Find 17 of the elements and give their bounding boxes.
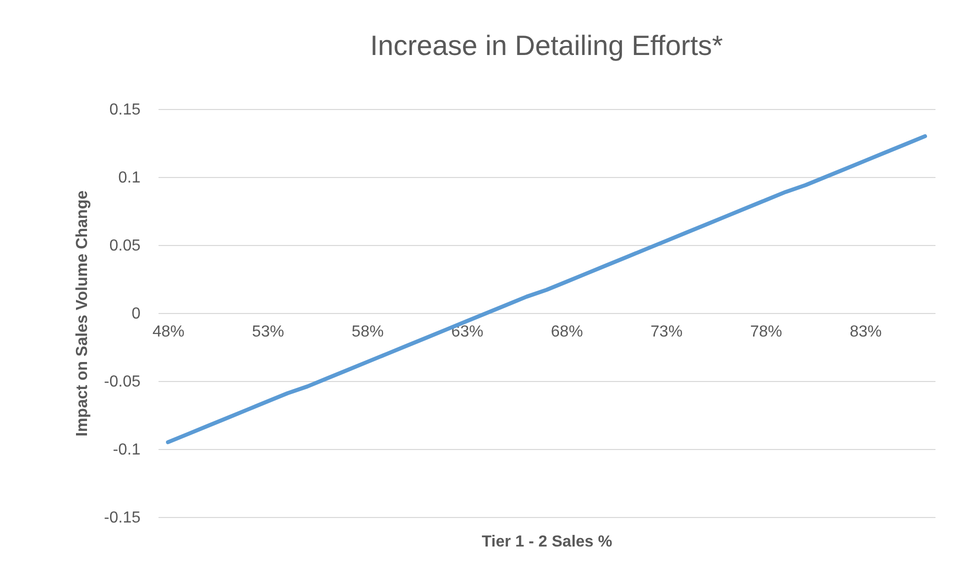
y-axis-title: Impact on Sales Volume Change: [74, 190, 92, 436]
x-tick-label: 68%: [550, 324, 583, 340]
x-tick-label: 48%: [152, 324, 184, 340]
x-axis-title: Tier 1 - 2 Sales %: [482, 534, 612, 550]
x-tick-label: 73%: [650, 324, 683, 340]
y-tick-label: -0.15: [104, 510, 141, 526]
x-tick-label: 83%: [850, 324, 882, 340]
y-tick-label: -0.1: [112, 442, 141, 458]
x-tick-label: 58%: [352, 324, 384, 340]
y-tick-label: 0.1: [118, 170, 141, 186]
y-tick-label: -0.05: [104, 374, 141, 390]
chart-title: Increase in Detailing Efforts*: [370, 30, 723, 61]
y-tick-label: 0.15: [109, 102, 141, 118]
x-tick-label: 53%: [252, 324, 284, 340]
y-tick-label: 0.05: [109, 238, 141, 254]
x-tick-label: 78%: [750, 324, 782, 340]
y-tick-label: 0: [132, 306, 141, 322]
